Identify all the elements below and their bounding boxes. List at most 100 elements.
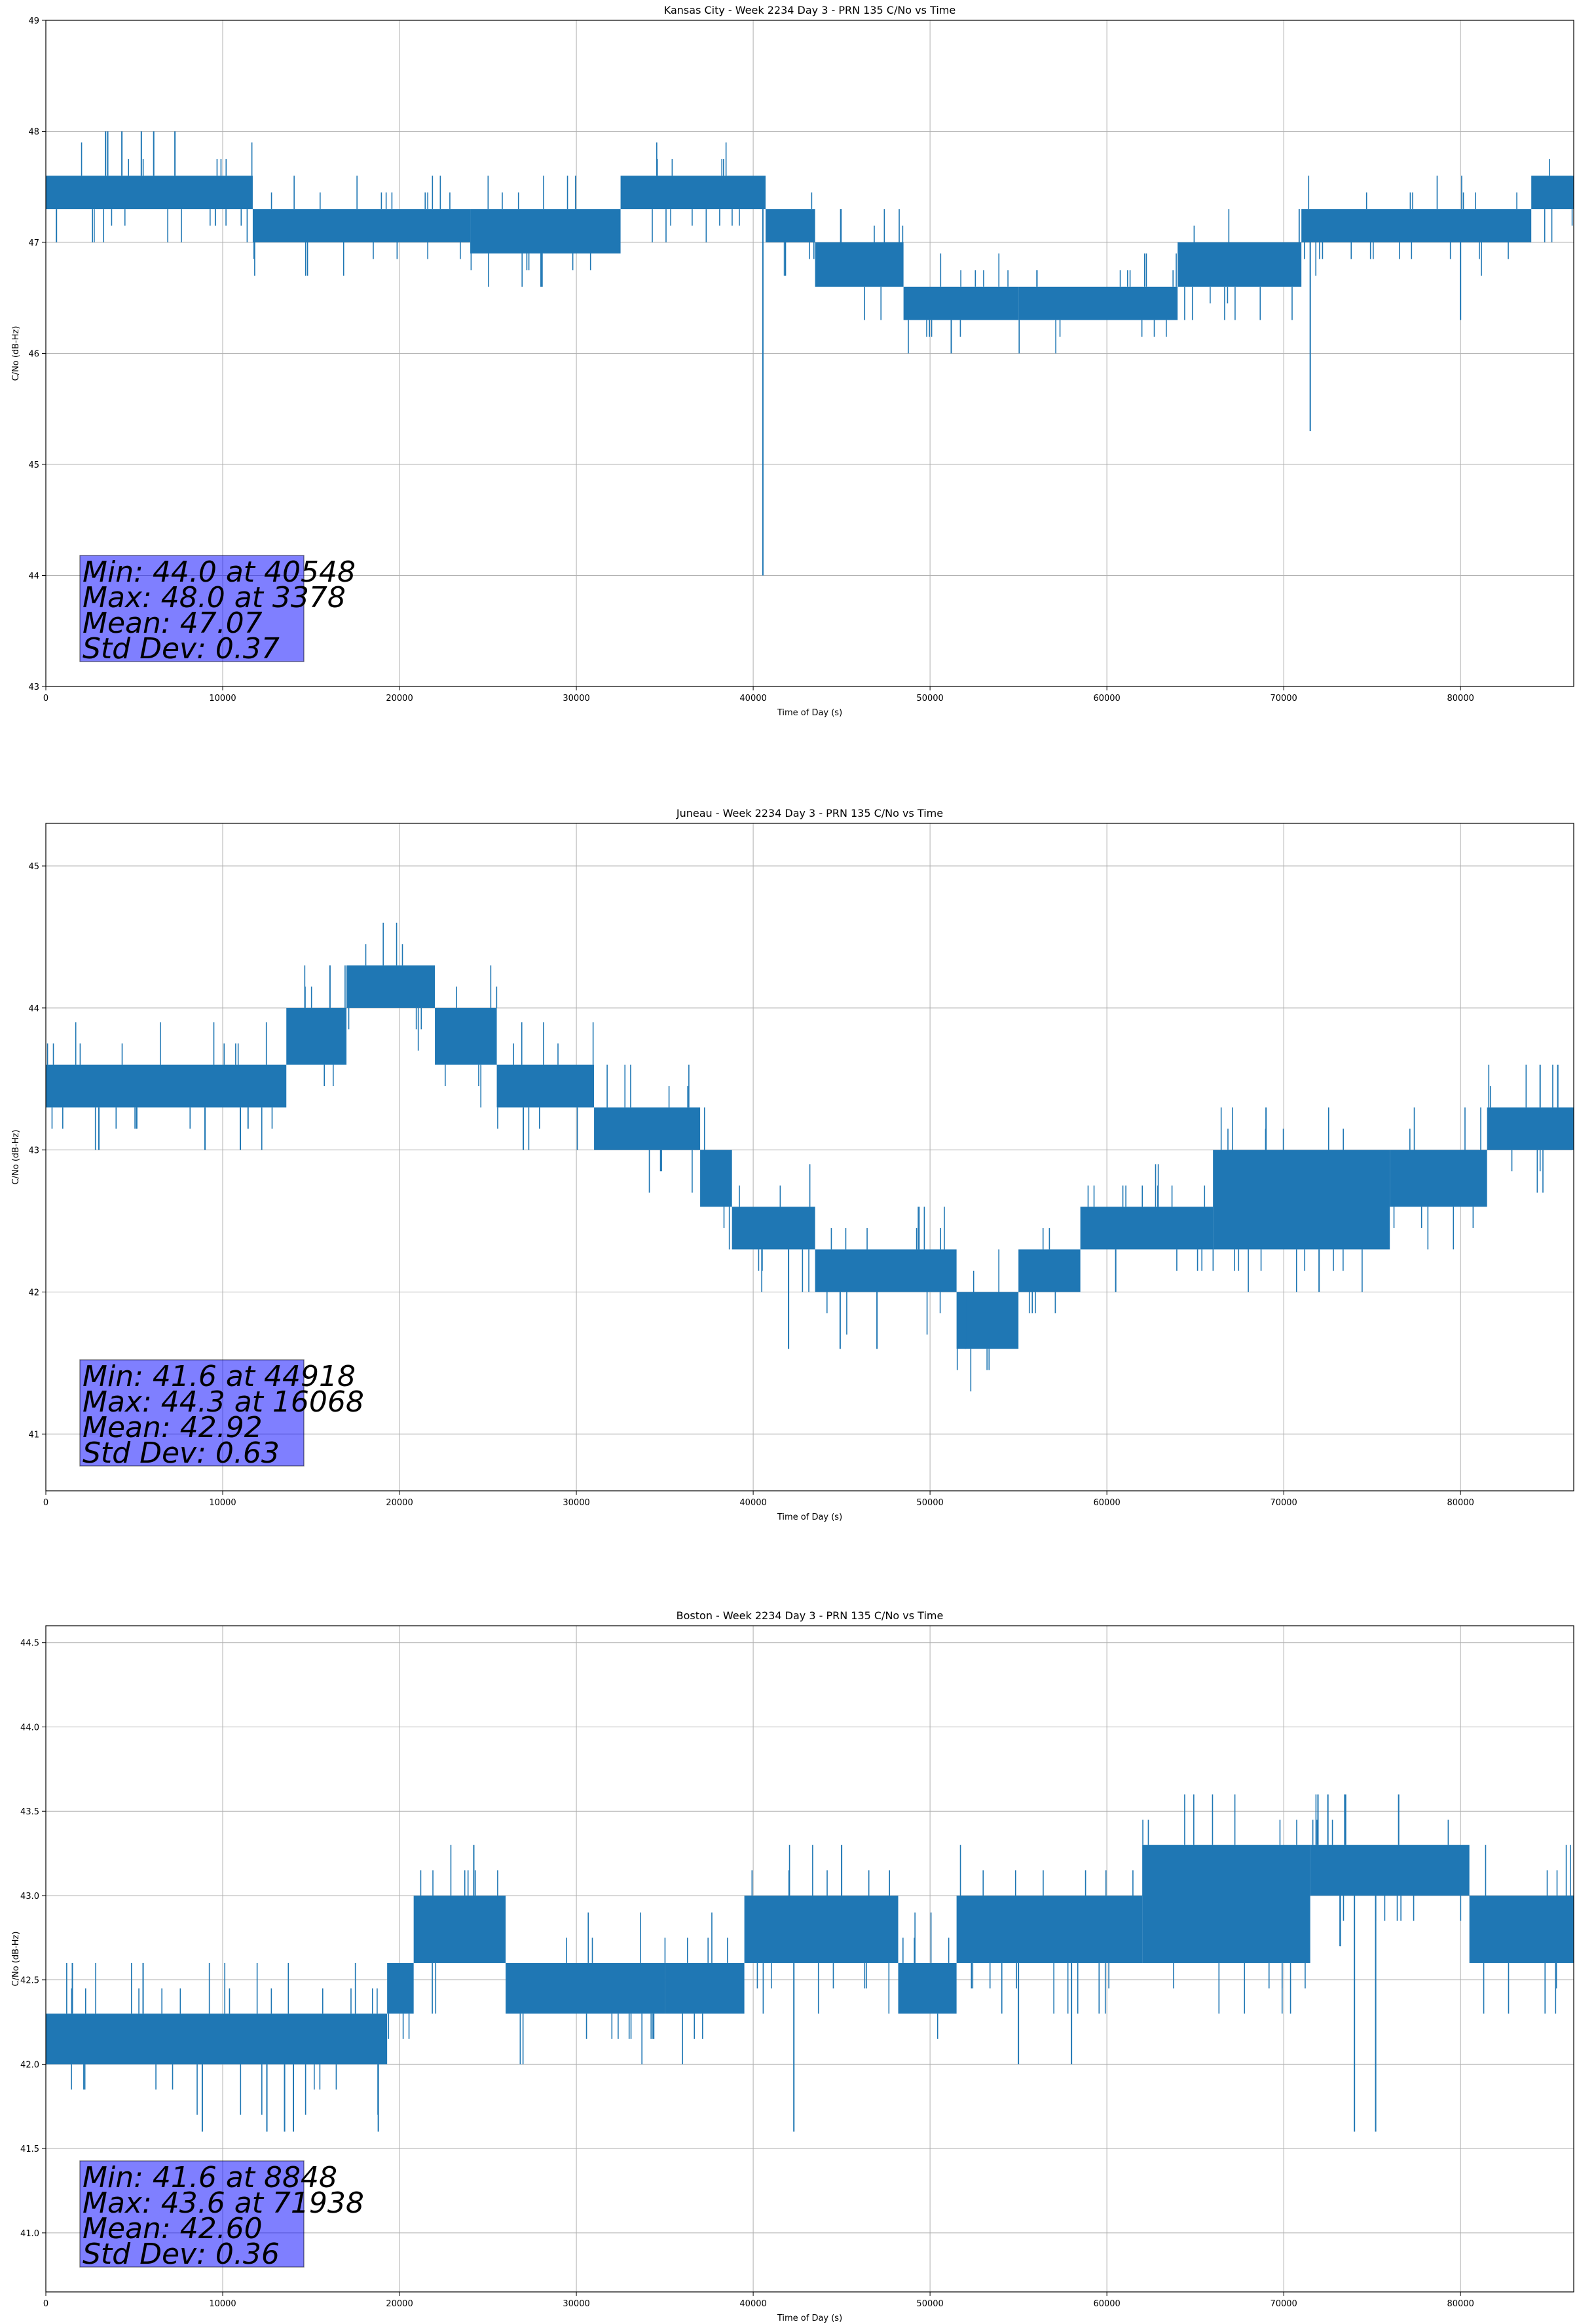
y-tick-label: 41: [28, 1430, 39, 1440]
x-tick-label: 0: [43, 1498, 48, 1508]
y-tick-label: 49: [28, 16, 39, 26]
series-band: [46, 2014, 388, 2065]
x-tick-label: 50000: [916, 1498, 943, 1508]
x-tick-label: 40000: [739, 2299, 766, 2309]
series-band: [594, 1107, 701, 1150]
x-tick-label: 20000: [386, 694, 413, 703]
x-axis-label: Time of Day (s): [777, 2314, 842, 2323]
stats-line3: Mean: 42.60: [83, 2212, 263, 2245]
stats-line2: Max: 44.3 at 16068: [83, 1385, 364, 1419]
y-tick-label: 44: [28, 572, 39, 582]
series-band: [1018, 286, 1178, 320]
series-band: [1310, 1845, 1470, 1896]
series-band: [956, 1292, 1019, 1349]
series-band: [46, 1064, 287, 1108]
stats-line1: Min: 41.6 at 44918: [83, 1360, 356, 1393]
stats-line4: Std Dev: 0.36: [83, 2238, 280, 2271]
chart-title: Boston - Week 2234 Day 3 - PRN 135 C/No …: [677, 1609, 944, 1622]
y-tick-label: 41.0: [20, 2229, 39, 2239]
series-band: [956, 1895, 1143, 1963]
y-tick-label: 45: [28, 460, 39, 470]
x-tick-label: 70000: [1270, 694, 1297, 703]
y-axis-label: C/No (dB-Hz): [11, 1932, 21, 1987]
x-tick-label: 0: [43, 694, 48, 703]
x-tick-label: 70000: [1270, 1498, 1297, 1508]
y-tick-label: 43.0: [20, 1892, 39, 1902]
x-axis-label: Time of Day (s): [777, 1512, 842, 1522]
stats-line3: Mean: 42.92: [83, 1411, 263, 1444]
stats-line1: Min: 44.0 at 40548: [83, 555, 356, 589]
series-band: [700, 1150, 732, 1207]
y-tick-label: 46: [28, 350, 39, 360]
stats-box: [79, 2160, 305, 2268]
series-band: [387, 1962, 414, 2014]
series-band: [470, 209, 621, 253]
y-axis-label: C/No (dB-Hz): [11, 1130, 21, 1185]
x-tick-label: 0: [43, 2299, 48, 2309]
y-tick-label: 42: [28, 1288, 39, 1298]
stats-line4: Std Dev: 0.37: [83, 632, 280, 665]
x-tick-label: 30000: [563, 694, 589, 703]
x-tick-label: 70000: [1270, 2299, 1297, 2309]
stats-line2: Max: 48.0 at 3378: [83, 581, 346, 614]
series-band: [815, 1249, 957, 1292]
series-band: [413, 1895, 506, 1963]
x-tick-label: 10000: [209, 694, 236, 703]
y-tick-label: 42.0: [20, 2060, 39, 2070]
series-band: [435, 1007, 497, 1065]
series-band: [506, 1962, 665, 2014]
y-tick-label: 44.5: [20, 1639, 39, 1649]
series-band: [1301, 209, 1532, 242]
x-tick-label: 30000: [563, 2299, 589, 2309]
y-tick-label: 43: [28, 1146, 39, 1156]
chart-title: Kansas City - Week 2234 Day 3 - PRN 135 …: [664, 4, 955, 16]
x-tick-label: 30000: [563, 1498, 589, 1508]
series-band: [346, 965, 436, 1008]
series-band: [1142, 1845, 1310, 1963]
stats-line4: Std Dev: 0.63: [83, 1436, 280, 1470]
stats-box: [79, 555, 305, 662]
y-tick-label: 48: [28, 128, 39, 138]
x-tick-label: 60000: [1093, 1498, 1120, 1508]
stats-line2: Max: 43.6 at 71938: [83, 2186, 364, 2220]
x-tick-label: 50000: [916, 2299, 943, 2309]
x-tick-label: 20000: [386, 1498, 413, 1508]
x-axis-label: Time of Day (s): [777, 708, 842, 718]
y-tick-label: 44: [28, 1004, 39, 1014]
y-tick-label: 41.5: [20, 2145, 39, 2154]
series-band: [732, 1207, 815, 1250]
series-band: [1390, 1150, 1487, 1207]
series-band: [1469, 1895, 1574, 1963]
stats-line3: Mean: 47.07: [83, 607, 263, 640]
x-tick-label: 60000: [1093, 694, 1120, 703]
series-band: [252, 209, 471, 242]
series-band: [46, 176, 253, 210]
x-tick-label: 80000: [1447, 1498, 1474, 1508]
x-tick-label: 40000: [739, 694, 766, 703]
y-tick-label: 43.5: [20, 1807, 39, 1817]
series-band: [744, 1895, 899, 1963]
series-band: [1531, 176, 1574, 210]
series-band: [815, 242, 904, 287]
y-tick-label: 45: [28, 862, 39, 872]
y-tick-label: 47: [28, 238, 39, 248]
x-tick-label: 80000: [1447, 694, 1474, 703]
y-axis-label: C/No (dB-Hz): [11, 326, 21, 381]
series-band: [765, 209, 815, 242]
series-band: [620, 176, 766, 210]
x-tick-label: 80000: [1447, 2299, 1474, 2309]
series-band: [903, 286, 1019, 320]
chart-0: 0 10000 20000 30000 40000 50000 60000 70000 8000…: [11, 4, 1574, 718]
stats-box: [79, 1359, 305, 1467]
x-tick-label: 40000: [739, 1498, 766, 1508]
series-band: [665, 1962, 745, 2014]
series-band: [286, 1007, 347, 1065]
x-tick-label: 60000: [1093, 2299, 1120, 2309]
series-band: [1018, 1249, 1081, 1292]
x-tick-label: 20000: [386, 2299, 413, 2309]
chart-1: 0 10000 20000 30000 40000 50000 60000 70000 8000…: [11, 807, 1574, 1522]
axes-frame: [45, 1625, 1574, 2293]
series-band: [496, 1064, 595, 1108]
y-tick-label: 43: [28, 683, 39, 692]
